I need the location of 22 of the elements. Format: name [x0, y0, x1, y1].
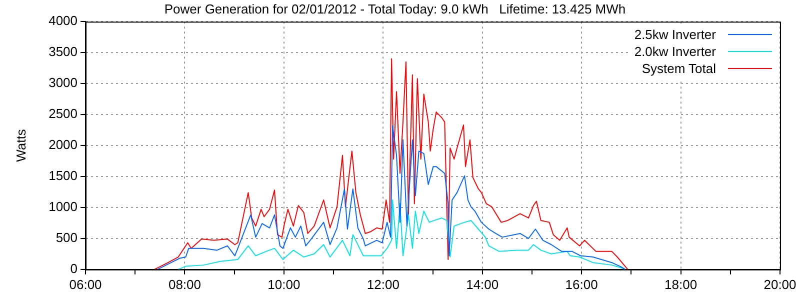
- y-tick-label: 2000: [48, 137, 78, 152]
- legend-label: 2.0kw Inverter: [634, 42, 716, 60]
- x-tick-label: 14:00: [466, 276, 499, 292]
- legend-label: 2.5kw Inverter: [634, 26, 716, 43]
- y-tick-label: 2500: [48, 106, 78, 122]
- x-tick-label: 16:00: [565, 276, 598, 292]
- y-tick-label: 1500: [48, 168, 78, 184]
- y-tick-label: 3500: [48, 44, 78, 60]
- x-tick-label: 20:00: [764, 276, 796, 292]
- y-tick-label: 4000: [48, 13, 78, 28]
- y-tick-label: 500: [56, 230, 78, 246]
- x-tick-label: 10:00: [268, 276, 300, 292]
- x-tick-label: 12:00: [366, 276, 400, 292]
- y-tick-label: 3000: [48, 75, 78, 90]
- y-tick-label: 0: [70, 260, 78, 276]
- legend-label: System Total: [642, 60, 716, 77]
- x-tick-label: 06:00: [69, 276, 102, 292]
- y-tick-label: 1000: [48, 199, 78, 214]
- x-tick-label: 18:00: [664, 276, 698, 292]
- chart-title: Power Generation for 02/01/2012 - Total Today: 9.0 kWh Lifetime: 13.425 MWh: [164, 1, 626, 16]
- x-tick-label: 08:00: [168, 276, 202, 292]
- y-axis-title: Watts: [13, 128, 28, 162]
